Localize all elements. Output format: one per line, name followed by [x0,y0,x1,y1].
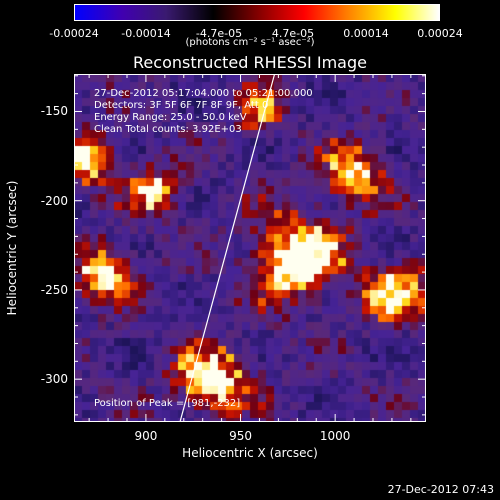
colorbar-tick: 0.00024 [417,27,463,40]
x-axis-label: Heliocentric X (arcsec) [182,446,318,460]
y-tick-label: -300 [40,372,68,387]
colorbar [74,4,440,21]
y-axis-label: Heliocentric Y (arcsec) [5,180,19,316]
colorbar-tick: -0.00024 [49,27,99,40]
heatmap-plot-area: 27-Dec-2012 05:17:04.000 to 05:21:00.000… [74,74,426,422]
colorbar-tick: 4.7e-05 [271,27,315,40]
solar-limb-line [179,74,276,422]
x-tick-label: 950 [229,429,252,443]
clean-counts-annotation: Clean Total counts: 3.92E+03 [94,124,242,135]
x-tick-label: 900 [134,429,158,443]
detectors-annotation: Detectors: 3F 5F 6F 7F 8F 9F, Att 0 [94,100,269,111]
y-tick-label: -200 [40,193,68,208]
colorbar-tick: -0.00014 [121,27,171,40]
y-tick-label: -250 [40,282,68,297]
footer-date: 27-Dec-2012 07:43 [387,483,494,496]
colorbar-tick: 0.00014 [343,27,389,40]
energy-range-annotation: Energy Range: 25.0 - 50.0 keV [94,112,247,123]
chart-title: Reconstructed RHESSI Image [133,53,367,72]
colorbar-units: (photons cm⁻² s⁻¹ asec⁻²) [185,37,315,48]
peak-position-annotation: Position of Peak = [981,-232] [94,398,241,409]
y-tick-label: -150 [40,104,68,119]
x-tick-label: 1000 [319,429,351,443]
time-range-annotation: 27-Dec-2012 05:17:04.000 to 05:21:00.000 [94,88,313,99]
colorbar-tick: -4.7e-05 [195,27,243,40]
limb-line-layer [179,74,276,422]
heatmap-image [74,74,426,422]
